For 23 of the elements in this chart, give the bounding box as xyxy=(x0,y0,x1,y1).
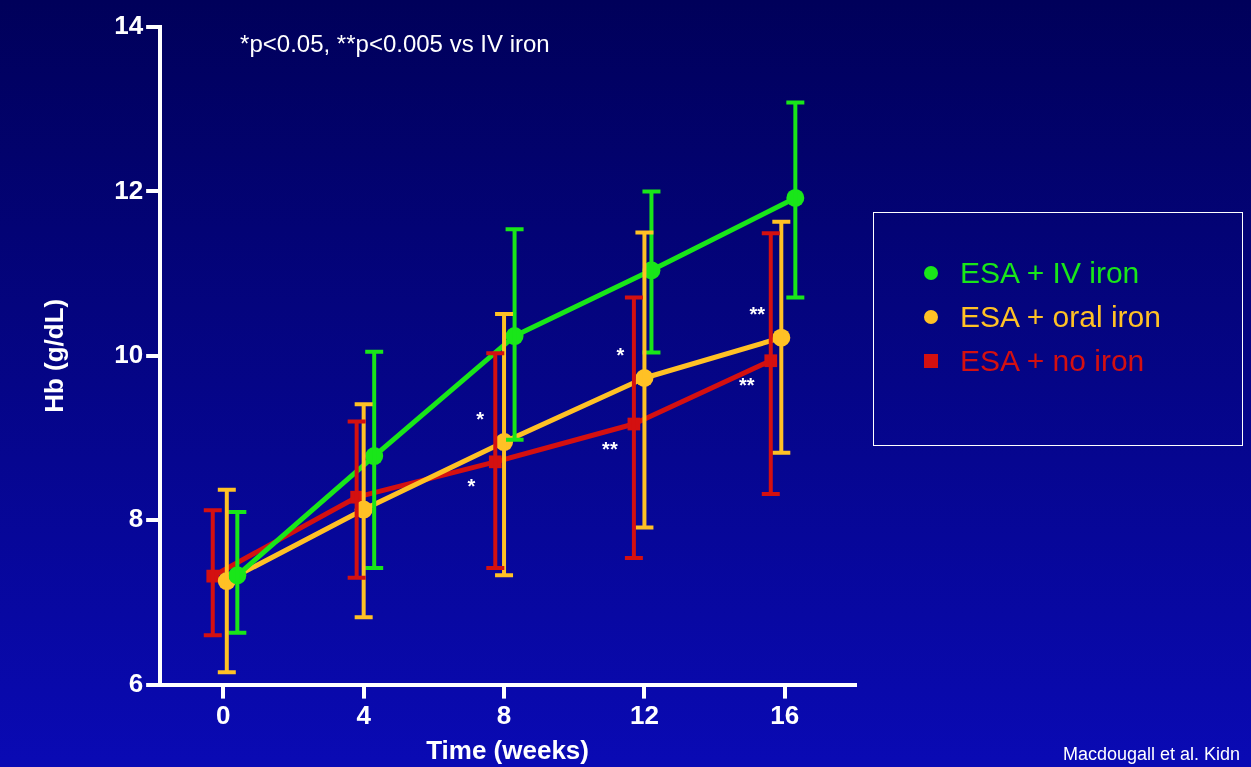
annotation: ** xyxy=(749,303,766,326)
x-tick-label: 4 xyxy=(356,700,372,731)
y-tick-label: 6 xyxy=(128,667,144,698)
annotation: ** xyxy=(602,437,618,460)
legend-label: ESA + IV iron xyxy=(960,255,1140,291)
legend-label: ESA + no iron xyxy=(960,343,1145,379)
annotation: *p<0.05, **p<0.005 vs IV iron xyxy=(240,29,550,57)
y-tick-label: 14 xyxy=(114,10,144,41)
y-axis-title: Hb (g/dL) xyxy=(38,298,69,413)
y-tick-label: 8 xyxy=(128,503,144,534)
y-tick-label: 10 xyxy=(114,338,144,369)
x-axis-title: Time (weeks) xyxy=(426,734,589,765)
legend-label: ESA + oral iron xyxy=(960,299,1161,335)
annotation: * xyxy=(467,475,476,498)
annotation: * xyxy=(616,343,625,366)
x-tick-label: 0 xyxy=(216,700,231,731)
y-tick-label: 12 xyxy=(114,174,144,205)
x-tick-label: 8 xyxy=(496,700,512,731)
annotation: ** xyxy=(738,374,755,397)
x-tick-label: 12 xyxy=(629,700,659,731)
annotation: * xyxy=(476,407,485,430)
x-tick-label: 16 xyxy=(770,700,800,731)
text: Macdougall et al. Kidn xyxy=(1062,743,1240,764)
